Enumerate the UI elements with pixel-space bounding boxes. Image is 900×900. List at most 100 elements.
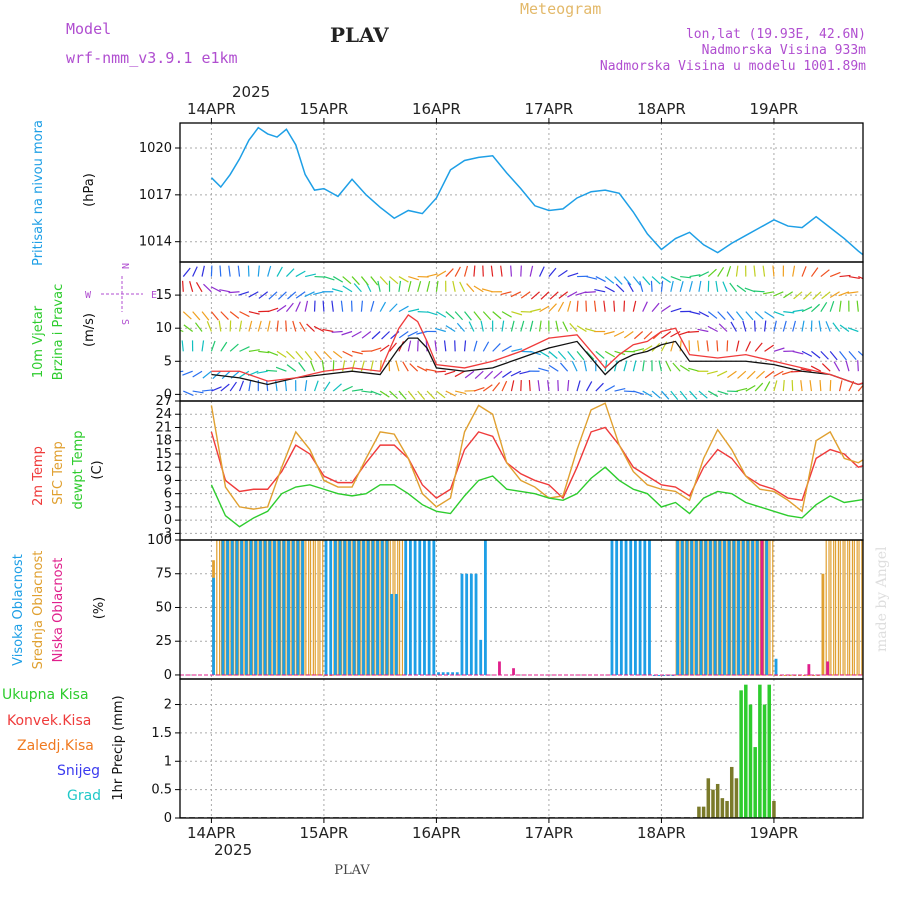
wind-arrow — [688, 340, 691, 352]
wind-arrow — [381, 331, 390, 340]
cloud-bar — [212, 577, 215, 675]
wind-arrow — [708, 390, 719, 398]
y-tick-label: 6 — [164, 487, 172, 502]
bottom-day-label: 17APR — [525, 824, 574, 842]
wind-arrow — [576, 300, 579, 312]
cloud-bar — [694, 540, 698, 675]
compass-west: W — [85, 290, 92, 301]
low-cloud-label: Niska Oblacnost — [51, 558, 66, 663]
wind-arrow — [538, 320, 542, 332]
wind-arrow — [500, 265, 503, 277]
wind-arrow — [632, 276, 641, 286]
wind-arrow — [697, 340, 700, 352]
wind-arrow — [661, 304, 671, 313]
wind-arrow — [548, 364, 559, 372]
wind-arrow — [278, 291, 287, 300]
wind-arrow — [454, 370, 465, 378]
wind-arrow — [584, 291, 596, 294]
wind-arrow — [593, 300, 597, 312]
wind-arrow — [571, 361, 578, 372]
wind-arrow — [670, 390, 679, 401]
wind-arrow — [267, 350, 279, 356]
wind-arrow — [511, 311, 523, 316]
cloud-bar — [746, 540, 750, 675]
wind-arrow — [351, 330, 362, 338]
legend-snow: Snijeg — [57, 763, 100, 779]
wind-arrow — [398, 305, 409, 313]
wind-arrow — [576, 325, 587, 333]
wind-arrow — [623, 390, 635, 393]
wind-arrow — [183, 390, 194, 396]
wind-arrow — [407, 330, 418, 337]
wind-arrow — [473, 311, 482, 321]
wind-arrow — [595, 276, 606, 283]
cloud-bar — [296, 540, 300, 675]
y-tick-label: 5 — [164, 354, 172, 369]
wind-arrow — [238, 380, 245, 392]
wind-arrow — [604, 385, 616, 392]
wind-arrow — [452, 280, 456, 292]
wind-arrow — [389, 276, 399, 285]
wind-arrow — [229, 381, 237, 392]
cloud-bar — [455, 672, 459, 675]
cloud-bar — [338, 540, 342, 675]
wind-arrow — [332, 350, 343, 359]
wind-arrow — [436, 270, 447, 278]
wind-arrow — [772, 291, 784, 297]
wind-arrow — [351, 350, 363, 355]
wind-arrow — [651, 276, 661, 285]
cloud-bar — [657, 674, 661, 676]
wind-arrow — [665, 361, 672, 372]
wind-arrow — [820, 350, 829, 360]
wind-arrow — [764, 370, 775, 379]
wind-arrow — [237, 265, 241, 277]
wind-arrow — [793, 291, 803, 300]
wind-arrow — [585, 381, 593, 392]
wind-arrow — [661, 276, 671, 284]
cloud-bar — [309, 540, 314, 676]
wind-arrow — [839, 324, 850, 332]
wind-arrow — [417, 311, 429, 313]
wind-arrow — [464, 311, 472, 321]
y-tick-label: 1 — [164, 754, 172, 769]
wind-arrow — [305, 273, 317, 278]
wind-arrow — [773, 347, 785, 352]
wind-arrow — [407, 390, 416, 401]
top-day-label: 17APR — [525, 100, 574, 118]
wind-arrow — [583, 360, 588, 372]
wind-arrow — [585, 350, 595, 360]
wind-arrow — [567, 350, 576, 361]
wind-arrow — [211, 386, 222, 392]
cloud-bar — [690, 540, 694, 675]
wind-arrow — [258, 291, 269, 299]
wind-arrow — [444, 370, 456, 376]
wind-arrow — [819, 380, 822, 392]
wind-arrow — [585, 328, 596, 333]
wind-arrow — [519, 370, 531, 375]
cloud-bar — [713, 540, 717, 675]
wind-arrow — [510, 265, 513, 277]
wind-arrow — [398, 331, 409, 339]
top-day-label: 19APR — [750, 100, 799, 118]
wind-arrow — [266, 369, 278, 372]
wind-arrow — [286, 350, 295, 360]
wind-arrow — [811, 350, 821, 359]
wind-arrow — [633, 390, 644, 395]
wind-arrow — [182, 311, 192, 320]
wind-arrow — [643, 331, 653, 340]
wind-arrow — [445, 390, 456, 397]
y-tick-label: 15 — [155, 447, 172, 462]
cloud-bar — [333, 540, 337, 675]
wind-arrow — [773, 311, 785, 317]
wind-arrow — [220, 341, 228, 352]
wind-arrow — [833, 361, 841, 372]
wind-arrow — [445, 311, 455, 320]
cloud-bar — [249, 540, 253, 675]
cloud-bar — [329, 540, 333, 675]
precip-bar — [701, 806, 706, 818]
compass-south: S — [119, 319, 130, 325]
wind-arrow — [220, 311, 229, 320]
wind-arrow — [745, 384, 756, 392]
wind-arrow — [539, 350, 550, 358]
wind-arrow — [238, 291, 250, 296]
